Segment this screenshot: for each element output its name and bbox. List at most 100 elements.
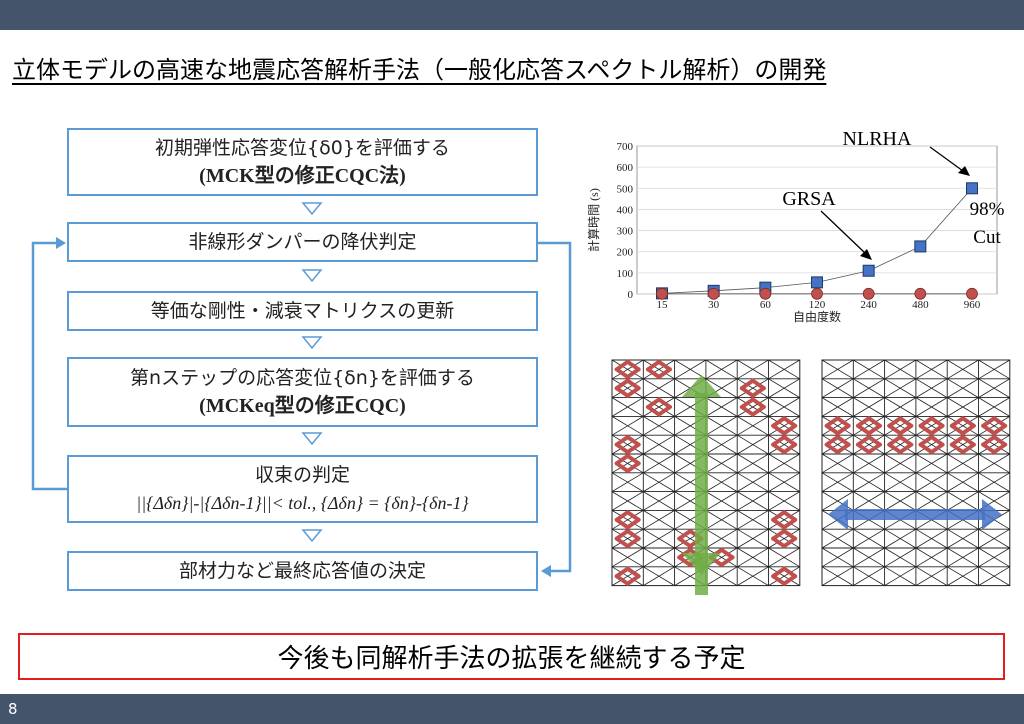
loop-back-arrow	[31, 241, 67, 491]
damper-mark	[750, 397, 766, 409]
damper-mark	[625, 529, 641, 541]
brace-line	[643, 434, 675, 455]
x-tick-label: 15	[657, 299, 669, 311]
brace-line	[643, 397, 675, 417]
conclusion-text: 今後も同解析手法の拡張を継続する予定	[277, 644, 746, 674]
brace-line	[736, 453, 769, 474]
damper-mark	[771, 517, 787, 530]
brace-line	[768, 510, 801, 530]
brace-line	[674, 359, 707, 380]
page-number: 8	[8, 700, 18, 718]
damper-mark	[782, 536, 798, 549]
flow-step-initial-elastic: 初期弾性応答変位{δ0}を評価する (MCK型の修正CQC法)	[67, 128, 538, 196]
damper-mark	[887, 423, 903, 436]
brace-line	[915, 397, 948, 417]
brace-line	[643, 378, 675, 398]
brace-line	[821, 434, 854, 455]
y-axis-label: 計算時間 (s)	[586, 188, 601, 252]
damper-mark	[887, 435, 903, 447]
damper-mark	[771, 566, 787, 579]
damper-mark	[992, 435, 1008, 447]
brace-line	[978, 378, 1011, 398]
brace-line	[946, 378, 979, 398]
brace-line	[821, 416, 854, 436]
flow-step-initial-line2: (MCK型の修正CQC法)	[199, 165, 406, 187]
damper-mark	[782, 416, 798, 428]
damper-mark	[771, 423, 787, 436]
damper-mark	[677, 529, 693, 541]
brace-line	[884, 566, 917, 586]
damper-mark	[782, 435, 798, 447]
brace-line	[946, 547, 979, 568]
brace-line	[978, 528, 1011, 549]
damper-mark	[645, 397, 661, 409]
data-point-grsa	[966, 287, 978, 300]
damper-mark	[719, 555, 735, 567]
brace-line	[915, 378, 948, 398]
frame-diagrams	[611, 359, 1011, 595]
brace-line	[915, 359, 948, 380]
flow-step-nth-line2: (MCKeq型の修正CQC)	[199, 395, 406, 417]
brace-line	[946, 528, 979, 549]
damper-mark	[866, 435, 882, 447]
footer-bar: 8	[0, 694, 1024, 724]
brace-line	[978, 397, 1011, 417]
flow-step-convergence-line1: 収束の判定	[254, 464, 350, 486]
brace-line	[643, 491, 675, 511]
damper-mark	[771, 510, 787, 522]
brace-line	[768, 528, 801, 549]
brace-line	[884, 378, 917, 398]
brace-line	[611, 378, 644, 398]
brace-line	[884, 397, 917, 417]
brace-line	[768, 359, 801, 380]
flow-step-yield-label: 非線形ダンパーの降伏判定	[188, 231, 417, 253]
damper-mark	[771, 442, 787, 455]
flow-step-final-label: 部材力など最終応答値の決定	[178, 560, 426, 582]
damper-mark	[750, 386, 766, 398]
damper-mark	[782, 566, 798, 579]
brace-line	[768, 491, 801, 511]
brace-line	[643, 547, 675, 568]
damper-mark	[625, 517, 641, 530]
damper-mark	[824, 423, 840, 436]
damper-mark	[824, 442, 840, 455]
brace-line	[853, 547, 885, 568]
damper-mark	[898, 442, 914, 455]
brace-line	[768, 397, 801, 417]
damper-mark	[719, 547, 735, 560]
brace-line	[705, 472, 738, 492]
brace-line	[768, 416, 801, 436]
damper-mark	[782, 423, 798, 436]
brace-line	[853, 416, 885, 436]
damper-mark	[981, 423, 997, 436]
brace-line	[915, 547, 948, 568]
y-tick-label: 700	[617, 141, 634, 153]
brace-line	[736, 472, 769, 492]
damper-mark	[981, 442, 997, 455]
damper-mark	[992, 423, 1008, 436]
data-point-grsa	[656, 287, 668, 300]
brace-line	[884, 472, 917, 492]
brace-line	[643, 453, 675, 474]
damper-mark	[949, 416, 965, 428]
damper-mark	[614, 442, 630, 455]
damper-mark	[782, 510, 798, 522]
brace-line	[705, 453, 738, 474]
brace-line	[736, 434, 769, 455]
damper-mark	[855, 416, 871, 428]
damper-mark	[835, 442, 851, 455]
horizontal-excitation-arrow-head-right	[982, 499, 1002, 530]
down-arrow-4	[301, 432, 323, 446]
data-point-nlrha	[811, 276, 823, 289]
brace-line	[915, 566, 948, 586]
brace-line	[884, 547, 917, 568]
damper-mark	[771, 529, 787, 541]
skip-to-final-arrow	[538, 241, 572, 573]
damper-mark	[614, 517, 630, 530]
conclusion-box: 今後も同解析手法の拡張を継続する予定	[18, 633, 1005, 680]
data-point-nlrha	[914, 240, 927, 253]
damper-mark	[625, 574, 641, 586]
y-tick-label: 500	[617, 183, 634, 195]
brace-line	[915, 416, 948, 436]
damper-mark	[750, 378, 766, 391]
